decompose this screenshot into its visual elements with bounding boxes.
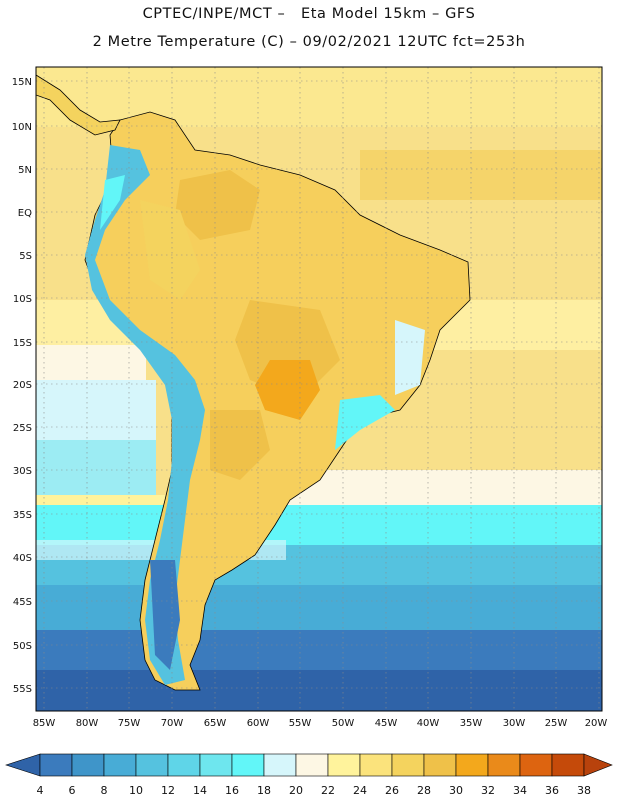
lon-label-55w: 55W	[289, 718, 312, 729]
map-frame	[35, 66, 603, 712]
colorbar-label: 16	[225, 784, 239, 797]
colorbar-labels: 4 6 8 10 12 14 16 18 20 22 24 26 28 30 32 34 36 38	[37, 784, 592, 797]
longitude-labels: 85W 80W 75W 70W 65W 60W 55W 50W 45W 40W …	[33, 718, 608, 729]
lat-label-30s: 30S	[13, 466, 32, 477]
colorbar-label: 18	[257, 784, 271, 797]
map-title-line-2: 2 Metre Temperature (C) – 09/02/2021 12U…	[92, 34, 526, 50]
colorbar-swatch	[455, 753, 489, 777]
colorbar-label: 32	[481, 784, 495, 797]
lat-label-25s: 25S	[13, 423, 32, 434]
lon-label-80w: 80W	[76, 718, 99, 729]
lat-label-eq: EQ	[18, 208, 32, 219]
colorbar-swatch	[359, 753, 393, 777]
colorbar-swatch	[391, 753, 425, 777]
lat-label-15n: 15N	[12, 77, 32, 88]
colorbar-swatch	[295, 753, 329, 777]
colorbar-swatch	[487, 753, 521, 777]
colorbar-label: 34	[513, 784, 527, 797]
lon-label-35w: 35W	[460, 718, 483, 729]
lon-label-40w: 40W	[417, 718, 440, 729]
lat-label-50s: 50S	[13, 641, 32, 652]
temperature-map: 15N 10N 5N EQ 5S 10S 15S 20S 25S 30S 35S…	[12, 66, 608, 729]
colorbar-label: 6	[69, 784, 76, 797]
lat-label-10n: 10N	[12, 122, 32, 133]
colorbar-arrow-high	[583, 753, 613, 777]
colorbar-label: 4	[37, 784, 44, 797]
colorbar-arrow-low	[5, 753, 41, 777]
lon-label-65w: 65W	[204, 718, 227, 729]
lat-label-55s: 55S	[13, 684, 32, 695]
lon-label-50w: 50W	[332, 718, 355, 729]
colorbar-swatch	[167, 753, 201, 777]
lat-label-20s: 20S	[13, 380, 32, 391]
lon-label-70w: 70W	[161, 718, 184, 729]
lat-label-5n: 5N	[18, 165, 32, 176]
temperature-colorbar: 4 6 8 10 12 14 16 18 20 22 24 26 28 30 32 34 36 38	[0, 748, 618, 804]
latitude-labels: 15N 10N 5N EQ 5S 10S 15S 20S 25S 30S 35S…	[12, 77, 32, 695]
colorbar-label: 26	[385, 784, 399, 797]
colorbar-swatch	[135, 753, 169, 777]
central-america	[36, 74, 121, 136]
lat-label-5s: 5S	[19, 251, 32, 262]
colorbar-label: 36	[545, 784, 559, 797]
lon-label-45w: 45W	[375, 718, 398, 729]
ocean-cold-band	[36, 670, 602, 711]
colorbar-swatch	[231, 753, 265, 777]
colorbar-swatches	[5, 753, 613, 777]
lon-label-85w: 85W	[33, 718, 56, 729]
lat-label-35s: 35S	[13, 510, 32, 521]
colorbar-swatch	[327, 753, 361, 777]
ocean-cool-band	[36, 505, 602, 545]
colorbar-label: 14	[193, 784, 207, 797]
colorbar-label: 30	[449, 784, 463, 797]
colorbar-label: 8	[101, 784, 108, 797]
hot-spot-paraguay	[255, 360, 320, 420]
lat-label-40s: 40S	[13, 553, 32, 564]
andes-cold-strip	[85, 145, 205, 685]
colorbar-label: 12	[161, 784, 175, 797]
colorbar-swatch	[103, 753, 137, 777]
colorbar-label: 28	[417, 784, 431, 797]
colorbar-label: 20	[289, 784, 303, 797]
lon-label-30w: 30W	[503, 718, 526, 729]
lon-label-20w: 20W	[585, 718, 608, 729]
colorbar-label: 10	[129, 784, 143, 797]
colorbar-swatch	[423, 753, 457, 777]
colorbar-swatch	[39, 753, 73, 777]
lat-label-15s: 15S	[13, 338, 32, 349]
lon-label-60w: 60W	[247, 718, 270, 729]
colorbar-swatch	[551, 753, 585, 777]
map-title-line-1: CPTEC/INPE/MCT – Eta Model 15km – GFS	[142, 6, 476, 22]
colorbar-label: 24	[353, 784, 367, 797]
lat-label-10s: 10S	[13, 294, 32, 305]
lon-label-75w: 75W	[118, 718, 141, 729]
colorbar-label: 38	[577, 784, 591, 797]
colorbar-swatch	[71, 753, 105, 777]
lon-label-25w: 25W	[545, 718, 568, 729]
lat-label-45s: 45S	[13, 597, 32, 608]
colorbar-swatch	[263, 753, 297, 777]
colorbar-swatch	[199, 753, 233, 777]
colorbar-swatch	[519, 753, 553, 777]
colorbar-label: 22	[321, 784, 335, 797]
